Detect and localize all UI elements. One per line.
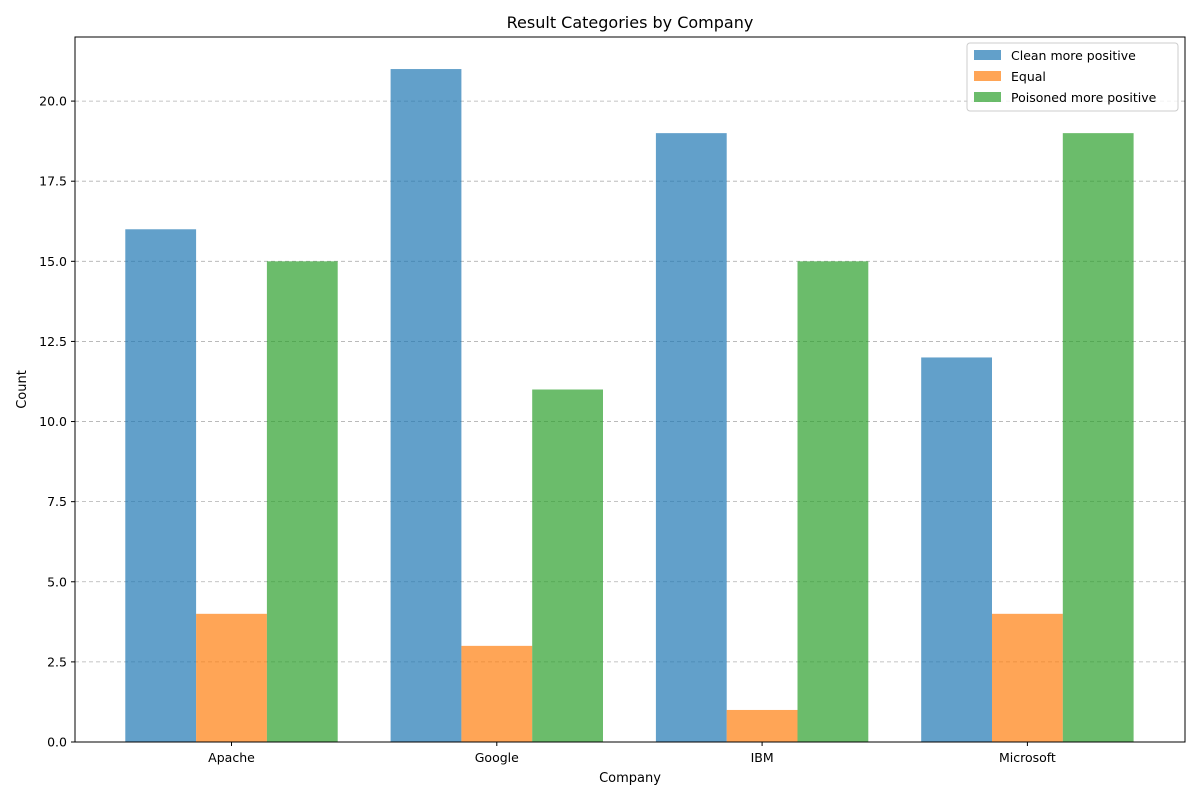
bar-equal-apache <box>196 613 267 742</box>
y-tick-label: 12.5 <box>39 334 67 349</box>
legend-label: Poisoned more positive <box>1011 90 1157 105</box>
y-tick-label: 7.5 <box>47 494 67 509</box>
legend-swatch <box>974 50 1001 60</box>
y-tick-label: 17.5 <box>39 174 67 189</box>
x-tick-label: IBM <box>751 750 774 765</box>
x-tick-label: Google <box>475 750 519 765</box>
plot-frame <box>74 36 1186 743</box>
bar-equal-ibm <box>726 709 798 742</box>
bar-clean-more-positive-microsoft <box>921 357 992 742</box>
bar-clean-more-positive-apache <box>125 229 197 743</box>
legend-swatch <box>974 71 1001 81</box>
legend-label: Equal <box>1011 69 1046 84</box>
y-tick-label: 10.0 <box>39 414 67 429</box>
legend-label: Clean more positive <box>1011 48 1136 63</box>
bar-poisoned-more-positive-google <box>532 389 603 742</box>
x-axis-ticks: Apache Google IBM Microsoft <box>208 742 1056 765</box>
x-tick-label: Microsoft <box>999 750 1056 765</box>
y-axis-label: Count <box>15 370 30 409</box>
y-tick-label: 2.5 <box>47 654 67 669</box>
x-tick-label: Apache <box>208 750 255 765</box>
y-tick-label: 15.0 <box>39 254 67 269</box>
y-tick-label: 0.0 <box>47 735 67 750</box>
bar-clean-more-positive-google <box>390 69 462 742</box>
bar-equal-microsoft <box>992 613 1063 742</box>
y-tick-label: 20.0 <box>39 94 67 109</box>
legend-swatch <box>974 92 1001 102</box>
legend: Clean more positive Equal Poisoned more po… <box>966 42 1179 112</box>
bar-poisoned-more-positive-apache <box>266 261 338 742</box>
bar-clean-more-positive-ibm <box>655 133 727 743</box>
y-tick-label: 5.0 <box>47 574 67 589</box>
legend-box <box>966 42 1179 112</box>
bar-equal-google <box>461 645 533 742</box>
bar-poisoned-more-positive-ibm <box>797 261 869 742</box>
x-axis-label: Company <box>599 771 661 786</box>
y-axis-ticks: 0.0 2.5 5.0 7.5 10.0 12.5 15.0 17.5 20.0 <box>39 94 75 750</box>
chart-title: Result Categories by Company <box>507 13 754 32</box>
bar-poisoned-more-positive-microsoft <box>1062 133 1134 743</box>
bars <box>125 69 1134 743</box>
